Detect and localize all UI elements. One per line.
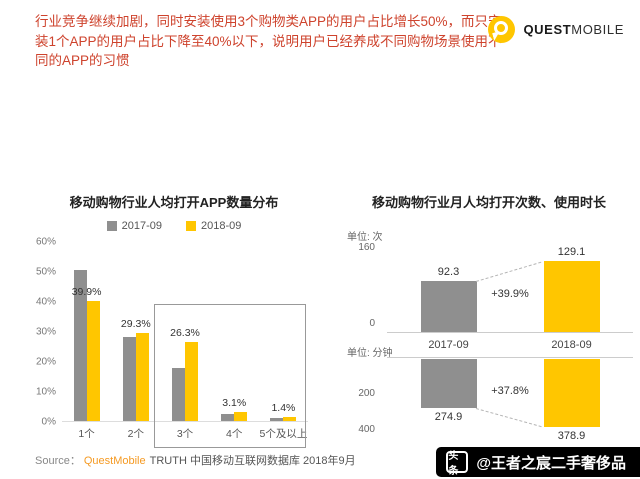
right-chart-title: 移动购物行业月人均打开次数、使用时长 [371,195,606,210]
x-tick-2017: 2017-09 [428,339,469,351]
unit-label-minutes: 单位: 分钟 [347,348,393,359]
value-label-duration-2018: 378.9 [557,430,586,443]
y-tick: 30% [35,326,56,338]
legend-item-2018: 2018-09 [186,220,241,232]
opens-cell-2017: 92.3 [387,226,510,332]
questmobile-logo-icon [488,16,516,43]
y-tick: 40% [35,296,56,308]
bar-group: 39.9% [62,242,111,421]
bar-group: 3.1% [210,242,259,421]
headline-text: 行业竞争继续加剧，同时安装使用3个购物类APP的用户占比增长50%，而只安装1个… [35,14,502,68]
opens-cell-2018: 129.1 [510,226,633,332]
toutiao-logo-icon: 头条 [446,451,469,477]
bar-2017-09 [270,418,284,421]
y-tick: 20% [35,356,56,368]
x-axis-years: 2017-09 2018-09 [387,332,633,358]
toutiao-watermark: 头条 @王者之宸二手奢侈品 [436,447,640,477]
value-label-opens-2017: 92.3 [437,266,460,279]
x-tick: 1个 [78,428,95,440]
bar-group: 1.4% [259,242,308,421]
opens-plot: 92.3 129.1 +39.9% [387,226,633,332]
bar-2018-09 [185,342,198,421]
bar-2017-09 [221,413,235,421]
value-label-2018: 3.1% [222,396,247,409]
y-tick-160: 160 [358,242,375,253]
value-label-2018: 26.3% [170,327,200,340]
growth-label-opens: +39.9% [491,288,529,300]
left-chart-title: 移动购物行业人均打开APP数量分布 [69,195,279,210]
x-tick: 2个 [127,428,144,440]
legend-item-2017: 2017-09 [106,220,162,232]
growth-label-duration: +37.8% [491,385,529,397]
questmobile-logo: QUESTMOBILE [488,16,624,43]
legend-swatch-gray [106,221,117,231]
opens-bar-2017 [420,281,477,332]
duration-bar-2017 [420,359,477,409]
logo-word-quest: QUEST [523,22,572,37]
source-label: Source： [35,455,81,467]
bar-group: 29.3% [111,242,160,421]
left-x-axis: 1个 2个 3个 4个 5个及以上 [62,426,308,441]
x-tick: 3个 [176,428,194,440]
y-tick-400: 400 [358,424,375,435]
value-label-opens-2018: 129.1 [557,246,586,258]
y-tick-0: 0 [369,318,375,329]
y-tick: 10% [35,386,56,398]
chart-opens-and-duration: 移动购物行业月人均打开次数、使用时长 单位: 次 160 0 单位: 分钟 20… [345,192,633,454]
opens-bar-2018 [543,261,600,332]
duration-column-2018: 378.9 [543,359,600,443]
duration-cell-2017: 274.9 [387,359,510,423]
questmobile-logo-text: QUESTMOBILE [523,22,624,37]
chart-app-count-distribution: 移动购物行业人均打开APP数量分布 2017-09 2018-09 60% 50%… [28,192,320,448]
source-line: Source： QuestMobile TRUTH 中国移动互联网数据库 2018年… [35,452,356,468]
logo-ring [494,21,509,35]
bar-2018-09 [135,333,149,421]
y-tick: 0% [41,416,56,428]
bar-group: 26.3% [160,242,209,421]
duration-column-2017: 274.9 [420,359,477,424]
source-brand: QuestMobile [83,455,146,467]
x-tick-2018: 2018-09 [551,339,592,351]
y-tick: 60% [35,236,56,248]
logo-word-mobile: MOBILE [571,22,624,37]
y-tick: 50% [35,266,56,278]
highlight-box [154,304,306,448]
left-plot-area: 60% 50% 40% 30% 20% 10% 0% 39.9% 29.3% 26.3% 3.1%… [28,237,320,448]
left-bars-area: 39.9% 29.3% 26.3% 3.1% 1.4% [62,242,308,422]
legend-label-2017: 2017-09 [121,220,162,232]
value-label-2018: 1.4% [271,401,296,414]
watermark-handle: @王者之宸二手奢侈品 [476,454,626,472]
bar-2018-09 [234,411,248,421]
bar-2018-09 [283,416,297,421]
x-tick: 5个及以上 [259,428,308,440]
chart-legend: 2017-09 2018-09 [28,220,320,232]
bar-2018-09 [86,301,100,421]
value-label-duration-2017: 274.9 [434,411,463,424]
left-y-axis: 60% 50% 40% 30% 20% 10% 0% [28,237,58,428]
value-label-2018: 29.3% [120,318,151,331]
legend-swatch-yellow [186,221,196,231]
bar-2017-09 [73,270,87,421]
opens-column-2018: 129.1 [543,246,600,332]
x-tick: 4个 [226,428,243,440]
bar-2017-09 [122,337,136,421]
opens-column-2017: 92.3 [420,266,477,332]
source-text: TRUTH 中国移动互联网数据库 2018年9月 [149,455,356,467]
duration-bar-2018 [543,359,600,428]
legend-label-2018: 2018-09 [201,220,242,232]
duration-plot: 274.9 378.9 +37.8% [387,359,633,451]
duration-cell-2018: 378.9 [510,359,633,442]
unit-label-times: 单位: 次 [347,232,383,243]
bar-2017-09 [172,367,185,421]
value-label-2018: 39.9% [71,286,102,299]
y-tick-200: 200 [358,388,375,399]
